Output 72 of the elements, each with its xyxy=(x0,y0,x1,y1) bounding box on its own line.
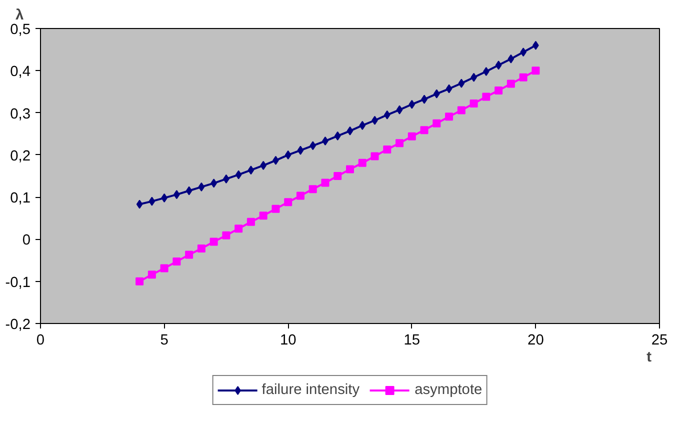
point xyxy=(384,110,390,120)
y-tick-label: 0 xyxy=(22,232,31,249)
point xyxy=(495,60,502,70)
point xyxy=(470,100,478,108)
y-tick-label: -0,1 xyxy=(5,274,31,291)
x-axis-title: t xyxy=(646,350,652,366)
point xyxy=(248,166,254,175)
point xyxy=(346,126,354,136)
point xyxy=(259,212,268,220)
point xyxy=(310,141,316,150)
point xyxy=(185,250,194,259)
point xyxy=(396,139,404,148)
point xyxy=(308,185,317,194)
point xyxy=(235,170,242,180)
point xyxy=(186,186,192,196)
y-tick-label: 0,1 xyxy=(10,190,30,207)
point xyxy=(458,78,465,88)
x-tick-label: 15 xyxy=(404,332,420,348)
point xyxy=(506,80,515,88)
y-tick-label: 0,3 xyxy=(10,106,30,122)
point xyxy=(197,244,206,252)
point xyxy=(396,105,403,114)
x-tick-label: 0 xyxy=(36,332,45,348)
point xyxy=(408,100,416,109)
point xyxy=(246,218,255,226)
point xyxy=(432,119,441,128)
point xyxy=(136,200,143,209)
point xyxy=(297,146,304,155)
point xyxy=(148,196,156,206)
point xyxy=(334,172,342,180)
point xyxy=(532,66,540,75)
point xyxy=(370,152,379,160)
point xyxy=(260,160,267,170)
point xyxy=(383,145,392,154)
x-tick-label: 10 xyxy=(280,332,296,348)
point xyxy=(446,84,452,94)
point xyxy=(420,126,428,134)
point xyxy=(445,112,454,121)
point xyxy=(198,182,205,192)
point xyxy=(136,277,144,286)
point xyxy=(457,106,466,114)
legend-label: failure intensity xyxy=(262,382,360,398)
point xyxy=(334,131,341,140)
x-tick-label: 20 xyxy=(528,332,544,348)
point xyxy=(148,270,156,279)
x-tick-label: 5 xyxy=(160,332,168,348)
x-tick-label: 25 xyxy=(651,332,668,348)
point xyxy=(346,165,354,174)
point xyxy=(160,264,168,272)
y-tick-label: 0,5 xyxy=(10,22,30,38)
point xyxy=(408,132,416,140)
point xyxy=(358,158,366,167)
point xyxy=(296,192,304,200)
point xyxy=(433,89,440,98)
legend-label: asymptote xyxy=(414,382,482,398)
point xyxy=(321,178,330,187)
point xyxy=(508,54,514,64)
y-tick-label: 0,2 xyxy=(10,148,30,164)
y-axis-title: λ xyxy=(16,8,24,24)
point xyxy=(210,238,218,246)
y-tick-label: 0,4 xyxy=(10,64,30,80)
point xyxy=(284,198,292,206)
point xyxy=(222,231,230,240)
point xyxy=(519,73,528,82)
y-tick-label: -0,2 xyxy=(5,317,31,333)
point xyxy=(284,150,292,160)
point xyxy=(234,224,243,233)
point xyxy=(172,258,181,266)
point xyxy=(494,86,503,94)
point xyxy=(482,92,490,101)
point xyxy=(359,120,366,130)
point xyxy=(272,204,280,213)
